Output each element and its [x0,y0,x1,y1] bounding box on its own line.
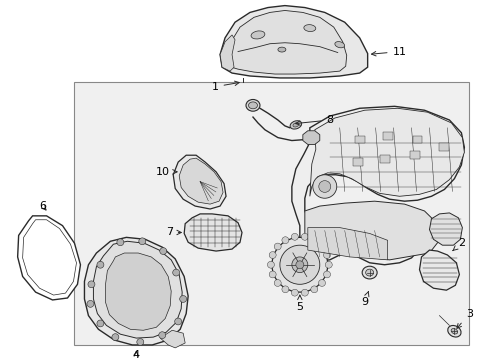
Circle shape [292,233,298,240]
Circle shape [311,237,318,244]
Polygon shape [179,158,223,204]
Polygon shape [383,132,392,140]
Circle shape [175,318,182,325]
Polygon shape [429,213,463,245]
Circle shape [97,261,104,268]
Circle shape [180,296,187,302]
Polygon shape [220,35,235,71]
Circle shape [296,261,304,269]
Circle shape [318,280,325,287]
Circle shape [323,271,331,278]
Polygon shape [410,151,419,159]
Polygon shape [413,136,422,144]
Ellipse shape [290,121,302,129]
Text: 5: 5 [296,295,303,312]
Polygon shape [184,214,242,251]
Circle shape [112,334,119,341]
Circle shape [159,332,166,339]
Text: 3: 3 [457,309,473,328]
Text: 9: 9 [361,291,369,307]
Text: 2: 2 [453,238,465,251]
Circle shape [280,245,320,284]
Ellipse shape [304,24,316,32]
Bar [74,82,469,345]
Polygon shape [18,216,80,300]
Circle shape [97,320,104,327]
Circle shape [313,175,337,198]
Circle shape [318,243,325,250]
Ellipse shape [246,99,260,111]
Polygon shape [173,155,226,209]
Circle shape [319,181,331,192]
Polygon shape [303,131,320,144]
Circle shape [325,261,332,268]
Circle shape [172,269,180,276]
Polygon shape [84,237,188,345]
Ellipse shape [251,31,265,39]
Ellipse shape [278,47,286,52]
Text: 8: 8 [295,115,333,125]
Circle shape [274,280,281,287]
Ellipse shape [362,266,377,279]
Polygon shape [105,253,171,330]
Text: 11: 11 [371,46,407,57]
Ellipse shape [293,123,299,127]
Ellipse shape [248,102,257,109]
Polygon shape [23,220,76,295]
Circle shape [311,286,318,293]
Text: 1: 1 [212,81,239,92]
Circle shape [292,257,308,273]
Polygon shape [419,250,460,290]
Polygon shape [380,155,390,163]
Polygon shape [305,201,440,260]
Polygon shape [353,158,363,166]
Polygon shape [94,241,182,338]
Polygon shape [308,228,388,260]
Circle shape [139,238,146,245]
Circle shape [137,339,144,346]
Circle shape [88,281,95,288]
Polygon shape [310,108,465,196]
Circle shape [272,237,328,292]
Text: 10: 10 [156,167,177,177]
Circle shape [117,239,124,246]
Ellipse shape [335,42,344,48]
Polygon shape [160,330,185,348]
Circle shape [87,301,94,307]
Polygon shape [220,6,368,78]
Polygon shape [355,136,365,144]
Circle shape [282,237,289,244]
Circle shape [269,271,276,278]
Circle shape [160,248,167,255]
Text: 6: 6 [39,201,46,211]
Ellipse shape [366,269,374,276]
Text: 4: 4 [133,350,140,360]
Circle shape [274,243,281,250]
Polygon shape [227,10,347,74]
Circle shape [269,252,276,258]
Polygon shape [292,106,465,265]
Circle shape [292,289,298,296]
Circle shape [282,286,289,293]
Ellipse shape [451,329,458,334]
Text: 7: 7 [166,228,181,238]
Circle shape [268,261,274,268]
Circle shape [301,289,308,296]
Ellipse shape [448,325,461,337]
Circle shape [323,252,331,258]
Polygon shape [440,144,449,151]
Circle shape [301,233,308,240]
